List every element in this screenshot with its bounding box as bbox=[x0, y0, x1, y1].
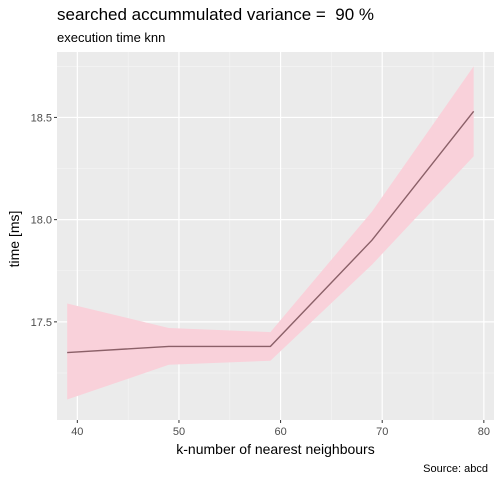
series-line bbox=[67, 110, 475, 354]
x-axis-ticks: 40 50 60 70 80 bbox=[71, 420, 490, 438]
confidence-band bbox=[67, 66, 474, 400]
y-tick-label: 18.0 bbox=[31, 215, 52, 227]
x-tick-label: 40 bbox=[71, 426, 83, 438]
x-tick-label: 60 bbox=[274, 426, 286, 438]
chart-title: searched accummulated variance = 90 % bbox=[57, 5, 375, 24]
x-axis-label: k-number of nearest neighbours bbox=[176, 441, 375, 457]
chart-subtitle: execution time knn bbox=[57, 30, 166, 45]
x-tick-label: 50 bbox=[173, 426, 185, 438]
y-axis-ticks: 17.5 18.0 18.5 bbox=[31, 112, 57, 329]
x-tick-label: 80 bbox=[478, 426, 490, 438]
y-axis-label: time [ms] bbox=[6, 210, 22, 268]
y-tick-label: 17.5 bbox=[31, 317, 52, 329]
y-tick-label: 18.5 bbox=[31, 112, 52, 124]
chart-caption: Source: abcd bbox=[423, 463, 488, 475]
x-tick-label: 70 bbox=[376, 426, 388, 438]
